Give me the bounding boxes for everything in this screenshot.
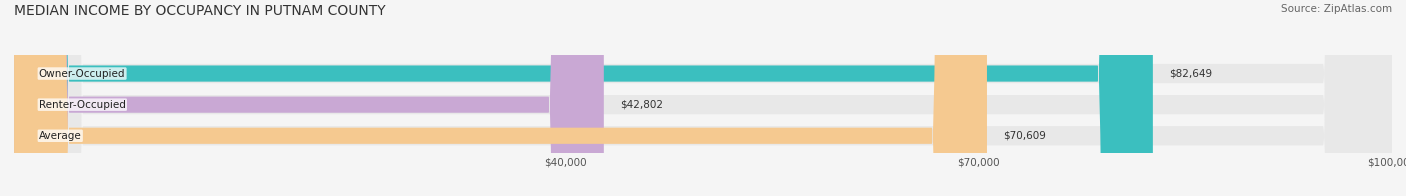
Text: Renter-Occupied: Renter-Occupied [39, 100, 125, 110]
FancyBboxPatch shape [14, 0, 987, 196]
FancyBboxPatch shape [14, 0, 1392, 196]
Text: Average: Average [39, 131, 82, 141]
Text: Source: ZipAtlas.com: Source: ZipAtlas.com [1281, 4, 1392, 14]
Text: $82,649: $82,649 [1170, 69, 1212, 79]
Text: Owner-Occupied: Owner-Occupied [39, 69, 125, 79]
Text: $42,802: $42,802 [620, 100, 664, 110]
FancyBboxPatch shape [14, 0, 1392, 196]
FancyBboxPatch shape [14, 0, 1153, 196]
FancyBboxPatch shape [14, 0, 603, 196]
Text: MEDIAN INCOME BY OCCUPANCY IN PUTNAM COUNTY: MEDIAN INCOME BY OCCUPANCY IN PUTNAM COU… [14, 4, 385, 18]
Text: $70,609: $70,609 [1004, 131, 1046, 141]
FancyBboxPatch shape [14, 0, 1392, 196]
